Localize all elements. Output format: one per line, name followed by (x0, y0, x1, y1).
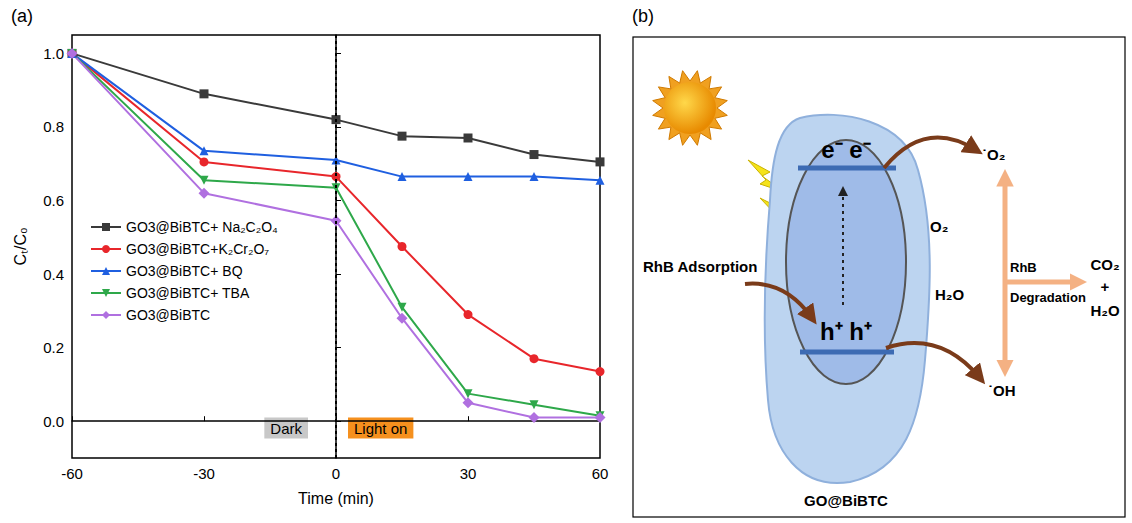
svg-text:-30: -30 (193, 465, 215, 482)
svg-text:H₂O: H₂O (1090, 302, 1119, 319)
svg-text:e⁻ e⁻: e⁻ e⁻ (821, 136, 870, 163)
svg-text:0.4: 0.4 (43, 266, 64, 283)
svg-text:Dark: Dark (270, 420, 302, 437)
svg-text:h⁺ h⁺: h⁺ h⁺ (820, 318, 872, 345)
svg-text:0.2: 0.2 (43, 339, 64, 356)
svg-text:+: + (1101, 278, 1110, 295)
svg-text:˙OH: ˙OH (988, 382, 1016, 399)
svg-text:O₂: O₂ (930, 218, 948, 235)
svg-text:60: 60 (592, 465, 609, 482)
svg-text:GO3@BiBTC+ Na₂C₂O₄: GO3@BiBTC+ Na₂C₂O₄ (126, 219, 278, 235)
svg-text:0.0: 0.0 (43, 413, 64, 430)
svg-text:-60: -60 (61, 465, 83, 482)
svg-text:0.6: 0.6 (43, 192, 64, 209)
svg-text:RhB: RhB (1010, 260, 1037, 275)
svg-text:H₂O: H₂O (935, 286, 964, 303)
svg-text:0.8: 0.8 (43, 118, 64, 135)
svg-text:Light on: Light on (354, 420, 407, 437)
svg-text:GO3@BiBTC+ TBA: GO3@BiBTC+ TBA (126, 285, 250, 301)
svg-text:RhB Adsorption: RhB Adsorption (643, 258, 757, 275)
svg-text:GO@BiBTC: GO@BiBTC (804, 492, 888, 509)
svg-text:30: 30 (460, 465, 477, 482)
svg-text:GO3@BiBTC: GO3@BiBTC (126, 307, 210, 323)
svg-text:Cₜ/C₀: Cₜ/C₀ (12, 227, 29, 265)
svg-text:1.0: 1.0 (43, 45, 64, 62)
svg-text:GO3@BiBTC+K₂Cr₂O₇: GO3@BiBTC+K₂Cr₂O₇ (126, 241, 269, 257)
svg-text:Degradation: Degradation (1010, 290, 1086, 305)
svg-text:(b): (b) (632, 6, 654, 26)
svg-text:0: 0 (332, 465, 340, 482)
svg-text:(a): (a) (11, 6, 33, 26)
svg-text:CO₂: CO₂ (1090, 256, 1119, 273)
svg-text:˙O₂: ˙O₂ (982, 146, 1005, 163)
svg-text:GO3@BiBTC+ BQ: GO3@BiBTC+ BQ (126, 263, 243, 279)
svg-text:Time (min): Time (min) (298, 490, 374, 507)
